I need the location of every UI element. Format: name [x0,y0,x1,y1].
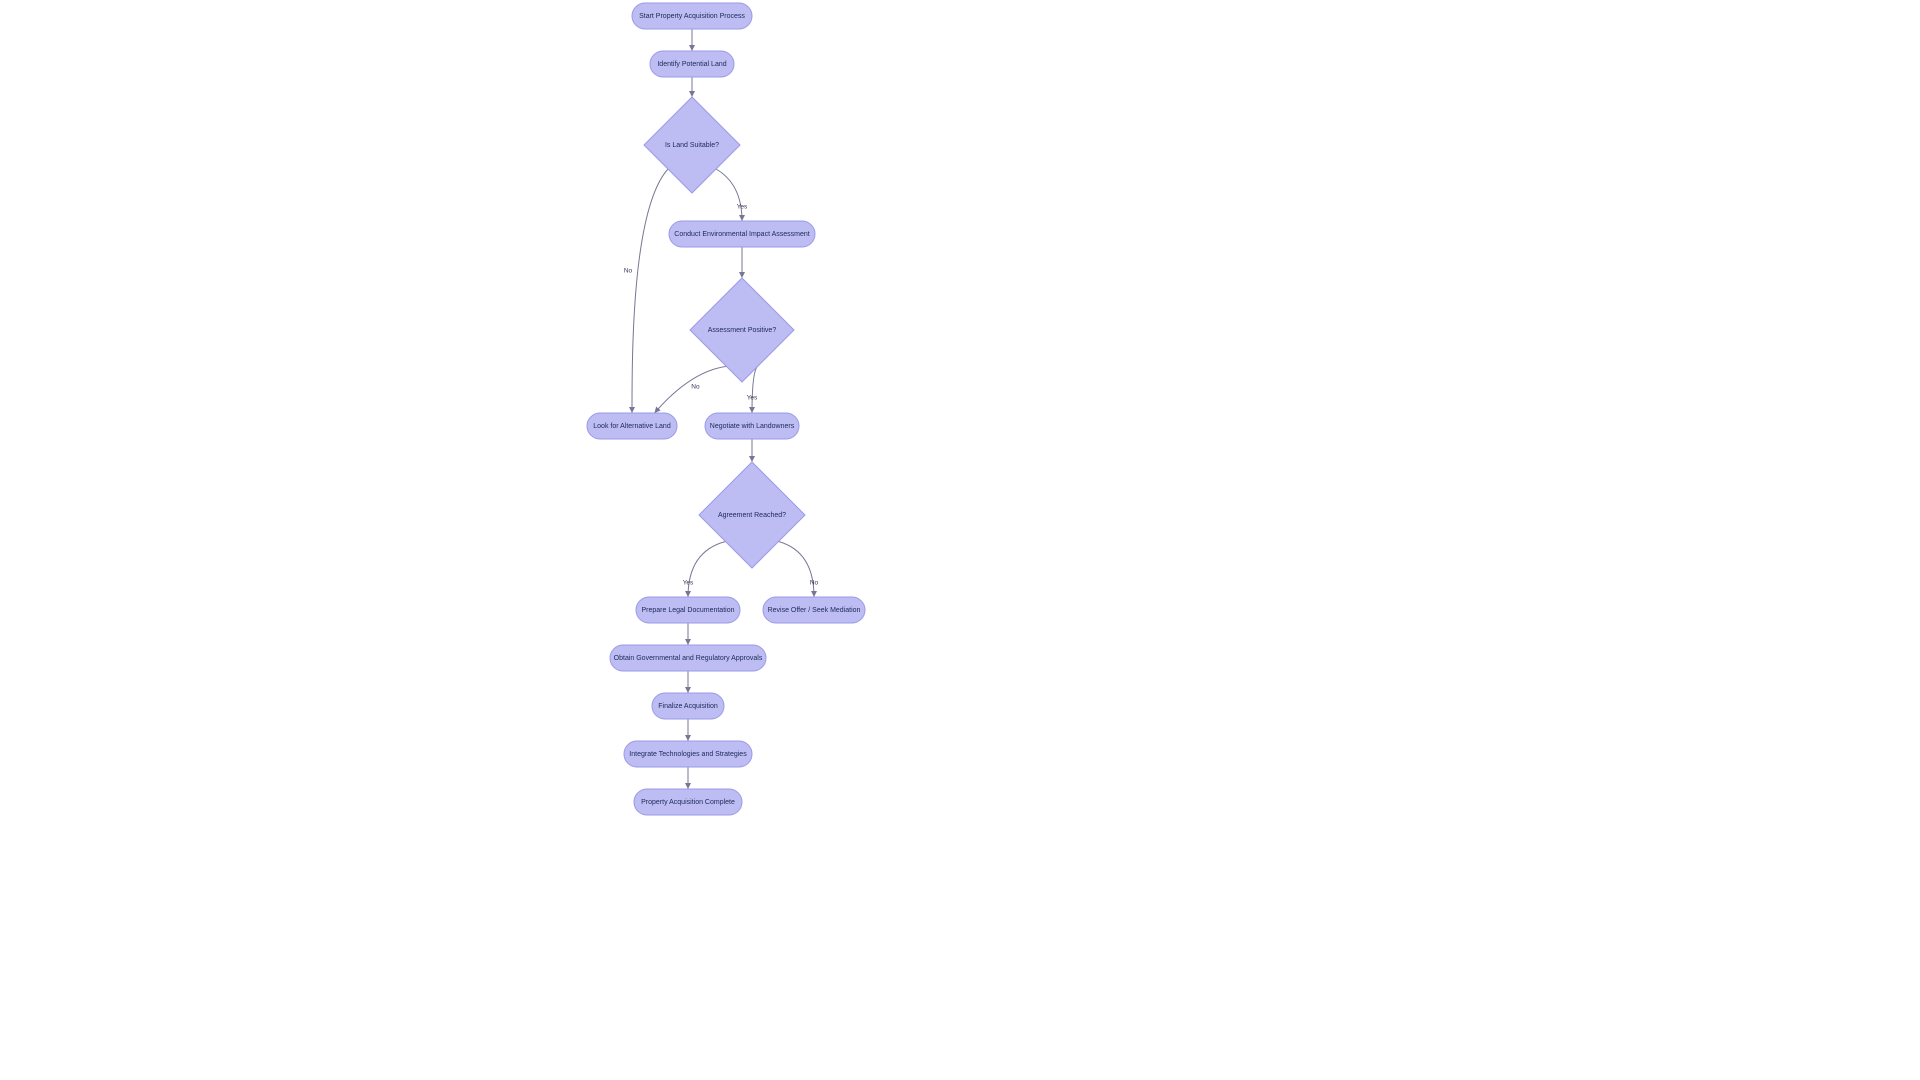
node-label-identify: Identify Potential Land [657,61,726,68]
node-label-negotiate: Negotiate with Landowners [710,423,795,430]
node-identify: Identify Potential Land [650,51,734,77]
node-label-eia: Conduct Environmental Impact Assessment [674,231,809,238]
node-negotiate: Negotiate with Landowners [705,413,799,439]
node-start: Start Property Acquisition Process [632,3,752,29]
node-label-complete: Property Acquisition Complete [641,799,735,806]
node-label-agreement: Agreement Reached? [718,512,786,519]
edge-label-assess-negotiate: Yes [747,395,758,402]
node-label-finalize: Finalize Acquisition [658,703,718,710]
node-revise: Revise Offer / Seek Mediation [763,597,865,623]
node-complete: Property Acquisition Complete [634,789,742,815]
edge-agreement-revise [779,542,815,598]
edge-agreement-legal [688,542,726,598]
edge-label-suitable-altland: No [624,268,633,275]
node-label-assess: Assessment Positive? [708,327,777,334]
node-eia: Conduct Environmental Impact Assessment [669,221,815,247]
edge-suitable-altland [632,169,668,413]
node-approvals: Obtain Governmental and Regulatory Appro… [610,645,766,671]
node-assess: Assessment Positive? [690,278,794,382]
edge-suitable-eia [716,169,742,221]
node-label-revise: Revise Offer / Seek Mediation [768,607,861,614]
node-integrate: Integrate Technologies and Strategies [624,741,752,767]
node-label-approvals: Obtain Governmental and Regulatory Appro… [614,655,763,662]
edge-assess-negotiate [752,366,758,413]
node-label-integrate: Integrate Technologies and Strategies [629,751,747,758]
nodes-layer: Start Property Acquisition Process Identi… [587,3,865,815]
node-label-legal: Prepare Legal Documentation [641,607,734,614]
edge-label-suitable-eia: Yes [737,204,748,211]
node-agreement: Agreement Reached? [699,462,805,568]
node-suitable: Is Land Suitable? [644,97,740,193]
edge-label-agreement-legal: Yes [683,580,694,587]
node-label-start: Start Property Acquisition Process [639,13,745,20]
flowchart: Yes No Yes No Yes No Start Property Acquisiti… [0,0,1920,1080]
edge-label-agreement-revise: No [810,580,819,587]
edge-label-assess-altland: No [691,383,700,390]
node-label-suitable: Is Land Suitable? [665,142,719,149]
node-label-altland: Look for Alternative Land [593,423,671,430]
node-legal: Prepare Legal Documentation [636,597,740,623]
node-finalize: Finalize Acquisition [652,693,724,719]
node-altland: Look for Alternative Land [587,413,677,439]
